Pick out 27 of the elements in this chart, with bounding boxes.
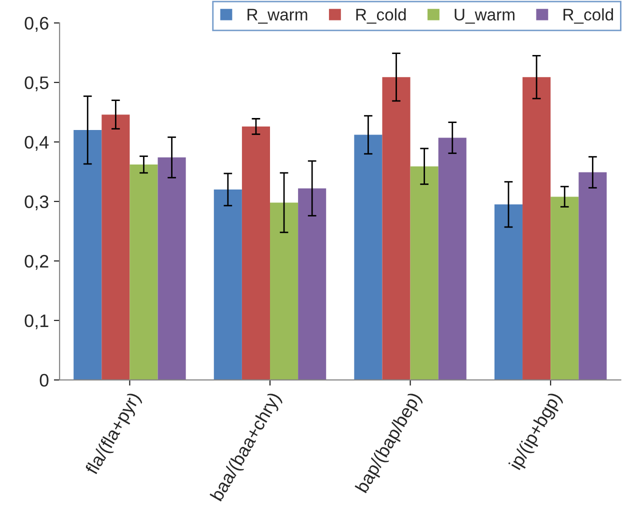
bar — [242, 126, 270, 380]
bar — [270, 202, 298, 380]
bar — [158, 157, 186, 380]
legend-label: R_cold — [564, 8, 613, 24]
bar — [550, 196, 579, 380]
bar — [298, 188, 326, 380]
y-tick-label: 0,1 — [24, 314, 48, 330]
bar — [438, 138, 466, 380]
legend-label: R_warm — [248, 8, 308, 24]
bar — [102, 114, 130, 380]
bar — [74, 130, 102, 380]
bar — [578, 172, 607, 380]
legend-label: R_cold — [356, 8, 406, 24]
y-tick-label: 0,3 — [24, 195, 48, 210]
bar — [522, 77, 551, 380]
bar — [494, 204, 523, 380]
y-tick-label: 0,2 — [24, 254, 48, 270]
y-tick-label: 0,6 — [24, 16, 48, 32]
bar — [130, 164, 158, 380]
legend-label: U_warm — [454, 8, 514, 24]
y-tick-label: 0 — [40, 374, 48, 387]
y-tick-label: 0,5 — [24, 76, 48, 92]
bar — [214, 190, 242, 380]
bar — [382, 77, 410, 380]
bar — [410, 166, 438, 380]
y-tick-label: 0,4 — [24, 136, 49, 151]
bar — [354, 134, 382, 380]
